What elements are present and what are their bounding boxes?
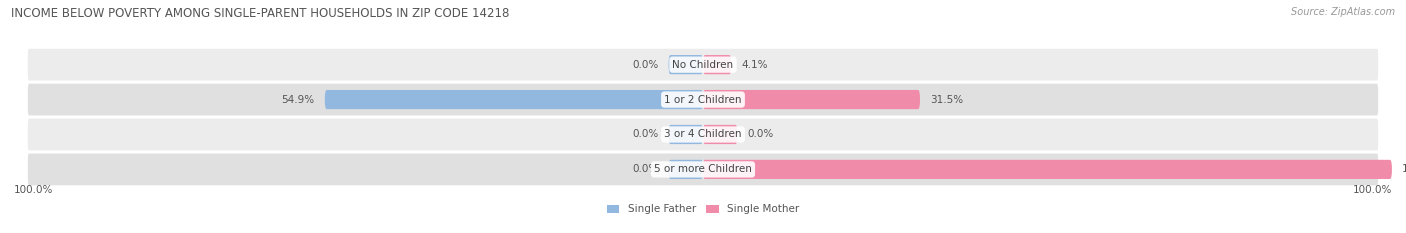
Text: 1 or 2 Children: 1 or 2 Children [664,95,742,105]
FancyBboxPatch shape [669,125,703,144]
FancyBboxPatch shape [703,55,731,74]
Text: 0.0%: 0.0% [631,164,658,175]
Text: 100.0%: 100.0% [1353,185,1392,195]
Text: 54.9%: 54.9% [281,95,315,105]
Text: 3 or 4 Children: 3 or 4 Children [664,130,742,140]
Text: Source: ZipAtlas.com: Source: ZipAtlas.com [1291,7,1395,17]
FancyBboxPatch shape [28,119,1378,150]
FancyBboxPatch shape [28,84,1378,116]
Text: 0.0%: 0.0% [631,60,658,70]
Text: No Children: No Children [672,60,734,70]
Text: 31.5%: 31.5% [931,95,963,105]
Text: INCOME BELOW POVERTY AMONG SINGLE-PARENT HOUSEHOLDS IN ZIP CODE 14218: INCOME BELOW POVERTY AMONG SINGLE-PARENT… [11,7,509,20]
FancyBboxPatch shape [703,160,1392,179]
FancyBboxPatch shape [325,90,703,109]
FancyBboxPatch shape [703,90,920,109]
Text: 0.0%: 0.0% [631,130,658,140]
FancyBboxPatch shape [28,154,1378,185]
Text: 100.0%: 100.0% [1402,164,1406,175]
Legend: Single Father, Single Mother: Single Father, Single Mother [603,200,803,219]
Text: 0.0%: 0.0% [748,130,775,140]
Text: 5 or more Children: 5 or more Children [654,164,752,175]
FancyBboxPatch shape [669,160,703,179]
FancyBboxPatch shape [703,125,738,144]
Text: 100.0%: 100.0% [14,185,53,195]
FancyBboxPatch shape [669,55,703,74]
FancyBboxPatch shape [28,49,1378,81]
Text: 4.1%: 4.1% [741,60,768,70]
